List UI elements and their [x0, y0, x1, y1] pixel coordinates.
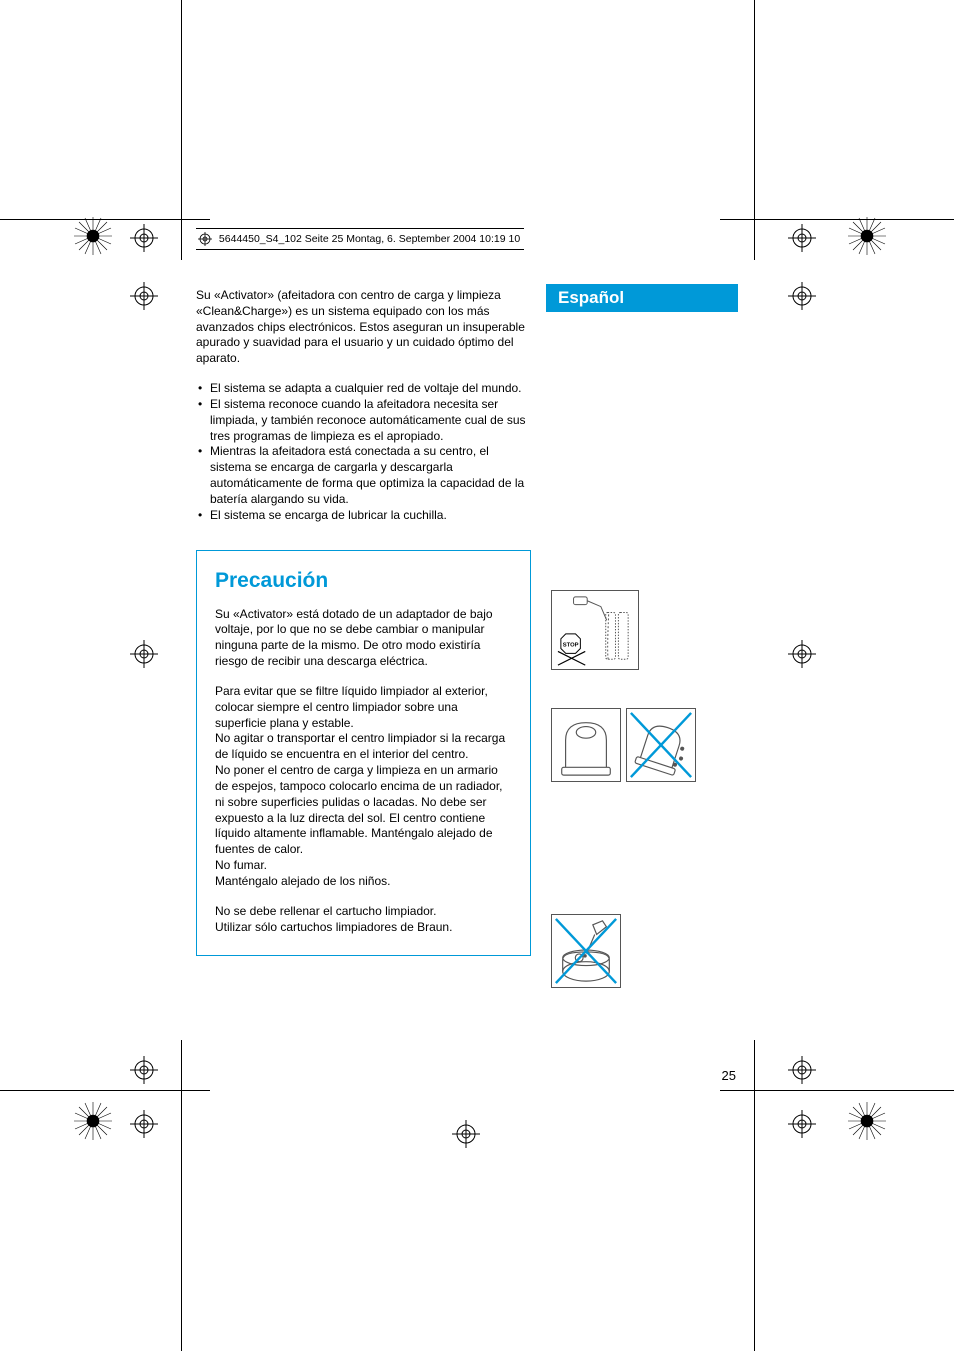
- caution-paragraph: No se debe rellenar el cartucho limpiado…: [215, 904, 512, 920]
- stop-label: STOP: [563, 643, 579, 649]
- bullet-item: •El sistema se adapta a cualquier red de…: [196, 381, 531, 397]
- diagram-station-tilted-crossed: [626, 708, 696, 782]
- registration-mark-icon: [130, 640, 158, 668]
- registration-mark-icon: [130, 224, 158, 252]
- diagram-refill-crossed: [551, 914, 621, 988]
- bullet-list: •El sistema se adapta a cualquier red de…: [196, 381, 531, 523]
- diagram-stop-adapter: STOP: [551, 590, 639, 670]
- caution-paragraph: No fumar.: [215, 858, 512, 874]
- registration-mark-icon: [130, 282, 158, 310]
- page: 5644450_S4_102 Seite 25 Montag, 6. Septe…: [0, 0, 954, 1351]
- registration-mark-icon: [788, 1110, 816, 1138]
- registration-mark-icon: [788, 224, 816, 252]
- crop-line: [181, 1040, 182, 1351]
- bullet-item: •El sistema se encarga de lubricar la cu…: [196, 508, 531, 524]
- sunburst-mark-icon: [846, 215, 888, 257]
- sunburst-mark-icon: [72, 215, 114, 257]
- document-header: 5644450_S4_102 Seite 25 Montag, 6. Septe…: [196, 228, 524, 250]
- registration-mark-icon: [130, 1110, 158, 1138]
- caution-paragraph: No poner el centro de carga y limpieza e…: [215, 763, 512, 858]
- registration-mark-icon: [452, 1120, 480, 1148]
- registration-mark-icon: [130, 1056, 158, 1084]
- bullet-item: •Mientras la afeitadora está conectada a…: [196, 444, 531, 507]
- caution-paragraph: Para evitar que se filtre líquido limpia…: [215, 684, 512, 731]
- caution-paragraph: No agitar o transportar el centro limpia…: [215, 731, 512, 763]
- intro-paragraph: Su «Activator» (afeitadora con centro de…: [196, 288, 531, 367]
- sunburst-mark-icon: [846, 1100, 888, 1142]
- crop-line: [720, 219, 954, 220]
- registration-mark-icon: [198, 232, 212, 246]
- sunburst-mark-icon: [72, 1100, 114, 1142]
- left-column: Su «Activator» (afeitadora con centro de…: [196, 288, 531, 956]
- crop-line: [181, 0, 182, 260]
- caution-paragraph: Utilizar sólo cartuchos limpiadores de B…: [215, 920, 512, 936]
- content-area: Su «Activator» (afeitadora con centro de…: [196, 288, 736, 956]
- diagram-station-ok: [551, 708, 621, 782]
- crop-line: [0, 1090, 210, 1091]
- crop-line: [754, 0, 755, 260]
- registration-mark-icon: [788, 1056, 816, 1084]
- caution-title: Precaución: [215, 569, 512, 593]
- crop-line: [720, 1090, 954, 1091]
- document-header-text: 5644450_S4_102 Seite 25 Montag, 6. Septe…: [219, 233, 520, 245]
- caution-paragraph: Manténgalo alejado de los niños.: [215, 874, 512, 890]
- crop-line: [754, 1040, 755, 1351]
- bullet-item: •El sistema reconoce cuando la afeitador…: [196, 397, 531, 444]
- page-number: 25: [722, 1068, 736, 1083]
- registration-mark-icon: [788, 282, 816, 310]
- registration-mark-icon: [788, 640, 816, 668]
- caution-box: Precaución Su «Activator» está dotado de…: [196, 550, 531, 957]
- caution-paragraph: Su «Activator» está dotado de un adaptad…: [215, 607, 512, 670]
